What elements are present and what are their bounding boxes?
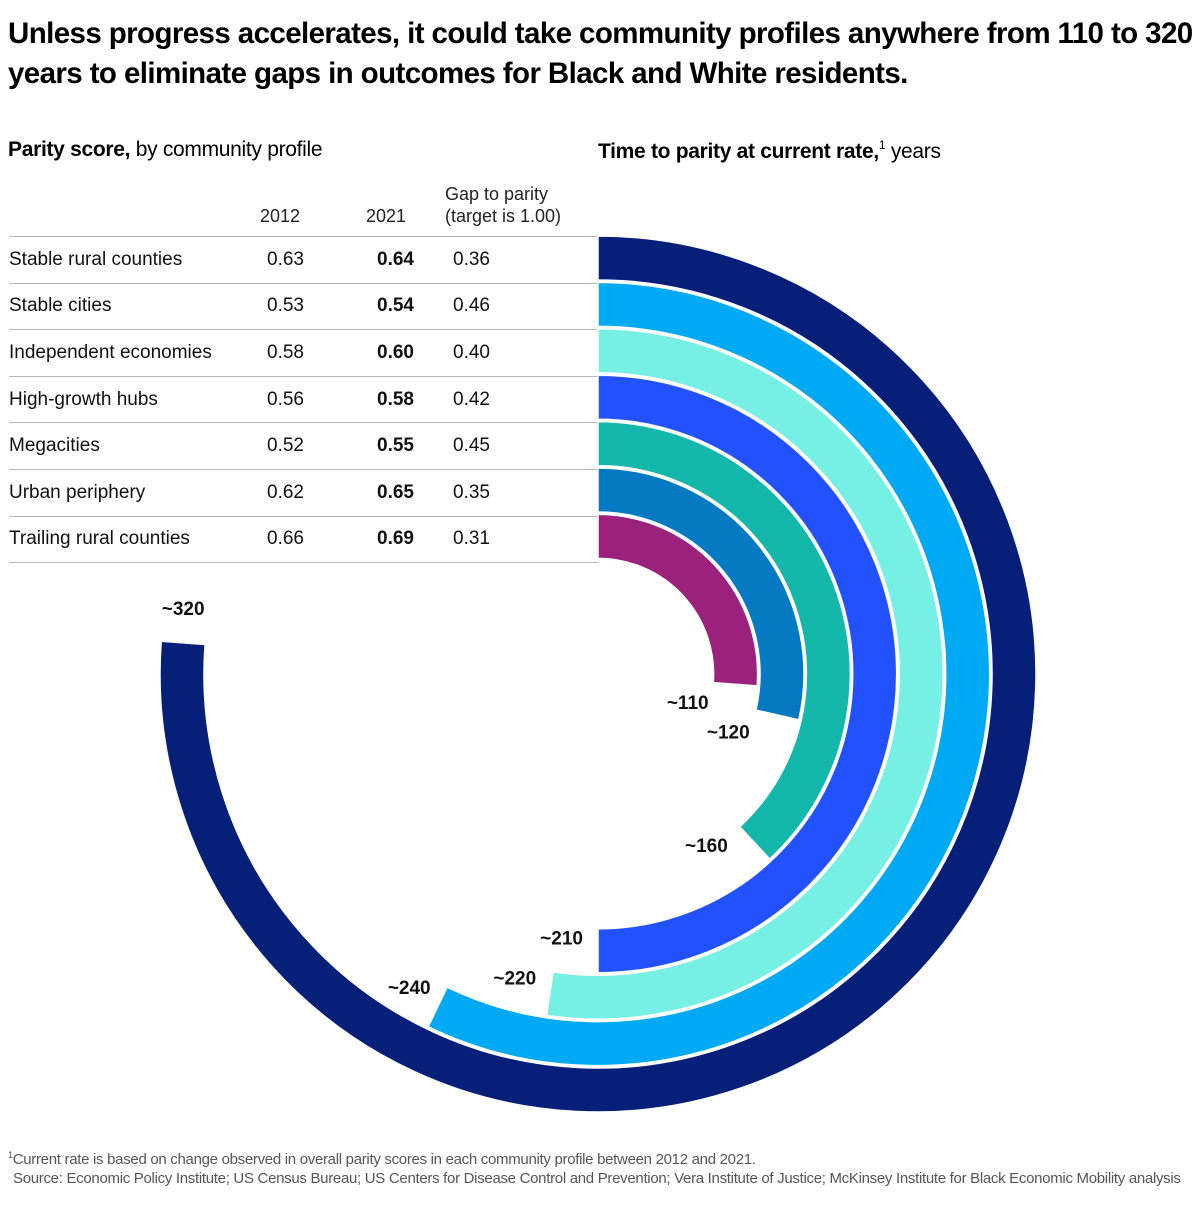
table-row: Independent economies 0.58 0.60 0.40 — [9, 329, 598, 377]
table-row: Stable rural counties 0.63 0.64 0.36 — [9, 236, 598, 284]
arc-megacities — [597, 420, 852, 861]
footnote-body: Current rate is based on change observed… — [12, 1151, 756, 1168]
value-gap: 0.35 — [453, 468, 598, 517]
value-2012: 0.58 — [257, 329, 377, 377]
chart-subhead-rest: years — [885, 140, 941, 163]
chart-title: Unless progress accelerates, it could ta… — [8, 17, 1193, 90]
value-2012: 0.62 — [257, 468, 377, 517]
value-2021: 0.60 — [377, 329, 453, 377]
value-2012: 0.52 — [257, 422, 377, 470]
chart-subhead: Time to parity at current rate,1 years — [598, 138, 941, 164]
value-2021: 0.58 — [377, 375, 453, 423]
data-label: ~220 — [493, 969, 536, 990]
col-header-gap-line2: (target is 1.00) — [445, 206, 562, 226]
col-header-2012: 2012 — [260, 206, 301, 226]
arc-urban-periphery — [597, 467, 805, 721]
col-header-gap-line1: Gap to parity — [445, 184, 549, 204]
table-row: Megacities 0.52 0.55 0.45 — [9, 422, 598, 470]
footnote-sup: 1 — [8, 1150, 13, 1160]
value-2012: 0.56 — [257, 375, 377, 423]
table-row: Trailing rural counties 0.66 0.69 0.31 — [9, 515, 598, 564]
row-name: Stable cities — [9, 282, 257, 330]
row-name: Independent economies — [9, 329, 257, 377]
data-label: ~120 — [707, 722, 750, 743]
table-row: Stable cities 0.53 0.54 0.46 — [9, 282, 598, 330]
col-header-2021: 2021 — [366, 206, 407, 226]
value-2012: 0.63 — [257, 236, 377, 284]
arc-trailing-rural-counties — [597, 513, 759, 687]
value-2021: 0.64 — [377, 236, 453, 284]
table-subhead-bold: Parity score, — [8, 138, 131, 161]
row-name: Stable rural counties — [9, 236, 257, 284]
footnote: 1Current rate is based on change observe… — [8, 1146, 1188, 1188]
row-name: Urban periphery — [9, 468, 257, 517]
row-name: Trailing rural counties — [9, 515, 257, 564]
arc-stable-cities — [427, 281, 991, 1067]
arc-stable-rural-counties — [159, 235, 1037, 1113]
value-gap: 0.42 — [453, 375, 598, 423]
value-2012: 0.53 — [257, 282, 377, 330]
value-gap: 0.40 — [453, 329, 598, 377]
row-name: High-growth hubs — [9, 375, 257, 423]
data-label: ~240 — [388, 978, 431, 999]
value-gap: 0.31 — [453, 515, 598, 564]
data-label: ~320 — [162, 599, 205, 620]
table-subhead-rest: by community profile — [130, 138, 323, 161]
value-2021: 0.65 — [377, 468, 453, 517]
row-name: Megacities — [9, 422, 257, 470]
value-2012: 0.66 — [257, 515, 377, 564]
value-gap: 0.46 — [453, 282, 598, 330]
parity-table: Stable rural counties 0.63 0.64 0.36 Stable … — [9, 236, 598, 564]
footnote-marker: 1 — [878, 138, 886, 152]
value-2021: 0.54 — [377, 282, 453, 330]
chart-subhead-bold: Time to parity at current rate, — [598, 140, 879, 163]
value-gap: 0.45 — [453, 422, 598, 470]
data-label: ~160 — [685, 836, 728, 857]
col-header-gap: Gap to parity (target is 1.00) — [445, 183, 561, 227]
data-label: ~110 — [667, 693, 709, 714]
footnote-text: 1Current rate is based on change observe… — [8, 1146, 1188, 1169]
value-gap: 0.36 — [453, 236, 598, 284]
table-row: Urban periphery 0.62 0.65 0.35 — [9, 468, 598, 517]
table-subhead: Parity score, by community profile — [8, 138, 323, 162]
arc-high-growth-hubs — [597, 374, 898, 974]
value-2021: 0.69 — [377, 515, 453, 564]
data-label: ~210 — [540, 928, 583, 949]
table-row: High-growth hubs 0.56 0.58 0.42 — [9, 375, 598, 423]
source-note: Source: Economic Policy Institute; US Ce… — [13, 1170, 1181, 1187]
value-2021: 0.55 — [377, 422, 453, 470]
arc-independent-economies — [545, 328, 944, 1020]
